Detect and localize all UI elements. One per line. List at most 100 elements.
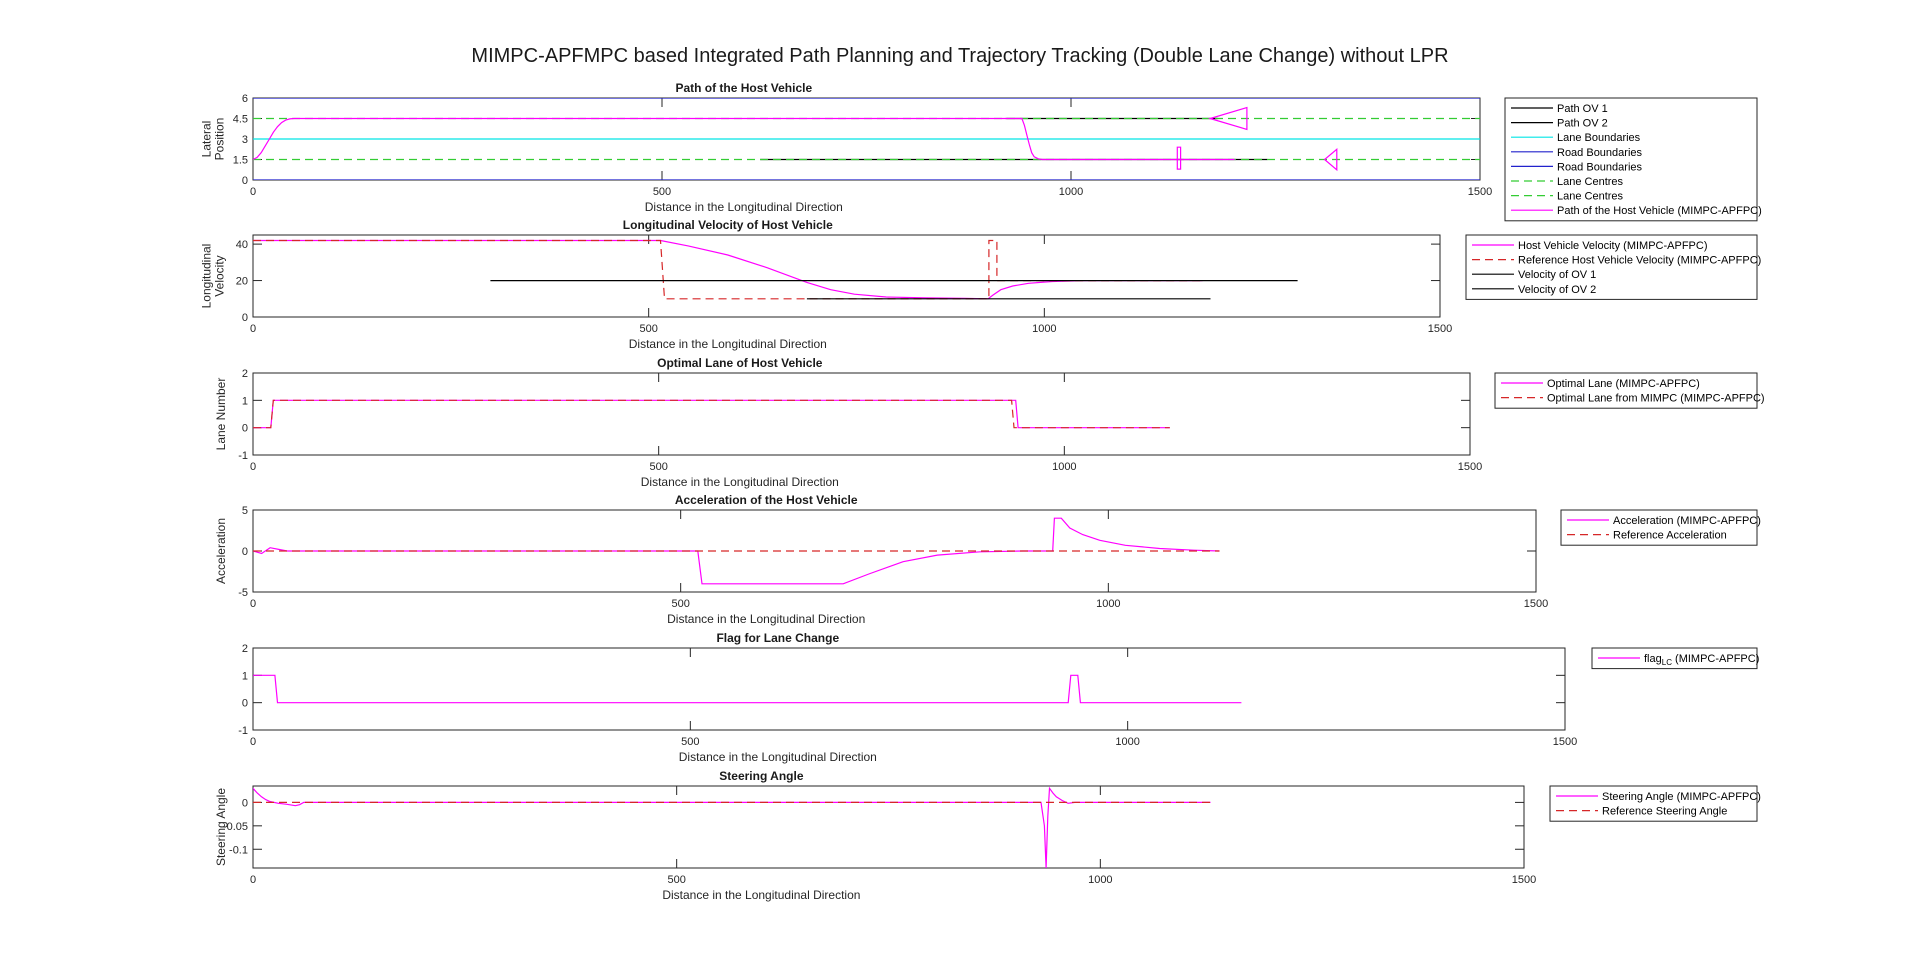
subplot-title: Acceleration of the Host Vehicle (675, 493, 858, 507)
x-tick-label: 500 (667, 874, 685, 886)
legend-box (1549, 785, 1758, 822)
plot-area (253, 674, 1242, 704)
y-tick-label: 0 (242, 175, 248, 187)
y-tick-label: -5 (238, 587, 248, 599)
x-tick-label: 1500 (1468, 186, 1492, 198)
y-tick-label: 0 (242, 312, 248, 324)
legend-entry: Steering Angle (MIMPC-APFPC) (1602, 791, 1761, 803)
x-tick-label: 500 (681, 736, 699, 748)
legend-entry: Lane Centres (1557, 176, 1624, 188)
x-tick-label: 1000 (1059, 186, 1083, 198)
plot-area (253, 239, 1298, 300)
y-axis-label: Velocity (213, 255, 227, 296)
x-axis-label: Distance in the Longitudinal Direction (645, 200, 843, 214)
x-tick-label: 1500 (1512, 874, 1536, 886)
subplot-6: Steering Angle 0 500 1000 1500 -0.1 -0.05 0 Dist… (214, 769, 1761, 902)
legend-entry: Lane Centres (1557, 191, 1624, 203)
legend-entry: Optimal Lane (MIMPC-APFPC) (1547, 378, 1700, 390)
legend-entry: Reference Acceleration (1613, 530, 1727, 542)
legend-entry: flagLC (MIMPC-APFPC) (1644, 653, 1759, 667)
y-tick-label: 1.5 (233, 155, 248, 167)
y-tick-label: 40 (236, 239, 248, 251)
x-tick-label: 0 (250, 598, 256, 610)
x-tick-label: 0 (250, 736, 256, 748)
x-tick-label: 1500 (1458, 461, 1482, 473)
subplot-title: Longitudinal Velocity of Host Vehicle (623, 218, 833, 232)
axes-box (252, 785, 1525, 869)
plot-area (253, 517, 1220, 585)
legend: Acceleration (MIMPC-APFPC) Reference Acce… (1560, 509, 1761, 546)
x-tick-label: 1000 (1088, 874, 1112, 886)
legend-box (1494, 372, 1758, 409)
x-axis-label: Distance in the Longitudinal Direction (662, 888, 860, 902)
subplot-title: Steering Angle (719, 769, 804, 783)
y-tick-label: 0 (242, 423, 248, 435)
subplot-1: Path of the Host Vehicle 0 500 1000 1500 0 1.5… (200, 81, 1762, 222)
axes-box (252, 234, 1441, 318)
subplot-2: Longitudinal Velocity of Host Vehicle 0 50… (200, 218, 1762, 351)
x-tick-label: 0 (250, 874, 256, 886)
axes-box (252, 647, 1566, 731)
y-axis-label: Lane Number (214, 378, 228, 451)
y-axis-label: Steering Angle (214, 788, 228, 866)
series-line-1 (253, 517, 1220, 585)
y-tick-label: 3 (242, 134, 248, 146)
x-tick-label: 1000 (1052, 461, 1076, 473)
x-tick-label: 1000 (1115, 736, 1139, 748)
y-tick-label: -1 (238, 450, 248, 462)
y-tick-label: 2 (242, 368, 248, 380)
legend-entry: Reference Host Vehicle Velocity (MIMPC-A… (1518, 255, 1761, 267)
vehicle-marker-3 (1176, 146, 1182, 170)
legend-entry: Path OV 1 (1557, 103, 1608, 115)
x-tick-label: 1500 (1524, 598, 1548, 610)
legend-entry: Road Boundaries (1557, 147, 1643, 159)
vehicle-marker-2 (1323, 148, 1338, 172)
legend-box (1591, 647, 1758, 670)
y-tick-label: 5 (242, 505, 248, 517)
y-axis-label: Lateral (200, 121, 214, 158)
x-tick-label: 500 (671, 598, 689, 610)
x-tick-label: 1000 (1032, 323, 1056, 335)
series-line-8 (253, 117, 1235, 161)
legend-box (1560, 509, 1758, 546)
x-tick-label: 0 (250, 461, 256, 473)
legend: flagLC (MIMPC-APFPC) (1591, 647, 1759, 670)
y-axis-label: Position (213, 118, 227, 161)
axes-box (252, 372, 1471, 456)
subplot-3: Optimal Lane of Host Vehicle 0 500 1000 1500… (214, 356, 1765, 489)
y-tick-label: -0.1 (229, 844, 248, 856)
legend: Path OV 1 Path OV 2 Lane Boundaries Road Bo… (1504, 97, 1762, 222)
legend-entry: Reference Steering Angle (1602, 806, 1727, 818)
legend-box (1465, 234, 1758, 300)
legend-entry: Lane Boundaries (1557, 132, 1641, 144)
x-tick-label: 1500 (1553, 736, 1577, 748)
x-axis-label: Distance in the Longitudinal Direction (641, 475, 839, 489)
x-tick-label: 1000 (1096, 598, 1120, 610)
x-tick-label: 500 (639, 323, 657, 335)
y-tick-label: 2 (242, 643, 248, 655)
y-tick-label: -1 (238, 725, 248, 737)
legend-entry: Velocity of OV 1 (1518, 269, 1596, 281)
y-tick-label: -0.05 (223, 821, 248, 833)
y-tick-label: 4.5 (233, 114, 248, 126)
legend-entry: Path of the Host Vehicle (MIMPC-APFPC) (1557, 205, 1762, 217)
legend: Optimal Lane (MIMPC-APFPC) Optimal Lane f… (1494, 372, 1765, 409)
series-line-2 (253, 399, 1170, 429)
x-axis-label: Distance in the Longitudinal Direction (679, 750, 877, 764)
legend-entry: Road Boundaries (1557, 161, 1643, 173)
subplot-title: Optimal Lane of Host Vehicle (657, 356, 823, 370)
y-tick-label: 6 (242, 93, 248, 105)
y-tick-label: 20 (236, 276, 248, 288)
legend: Host Vehicle Velocity (MIMPC-APFPC) Refer… (1465, 234, 1761, 300)
legend: Steering Angle (MIMPC-APFPC) Reference St… (1549, 785, 1761, 822)
subplot-title: Path of the Host Vehicle (675, 81, 812, 95)
y-tick-label: 1 (242, 670, 248, 682)
legend-entry: Optimal Lane from MIMPC (MIMPC-APFPC) (1547, 393, 1765, 405)
x-tick-label: 1500 (1428, 323, 1452, 335)
legend-entry: Velocity of OV 2 (1518, 284, 1596, 296)
y-tick-label: 0 (242, 546, 248, 558)
x-tick-label: 500 (649, 461, 667, 473)
x-axis-label: Distance in the Longitudinal Direction (667, 612, 865, 626)
legend-entry: Host Vehicle Velocity (MIMPC-APFPC) (1518, 240, 1708, 252)
